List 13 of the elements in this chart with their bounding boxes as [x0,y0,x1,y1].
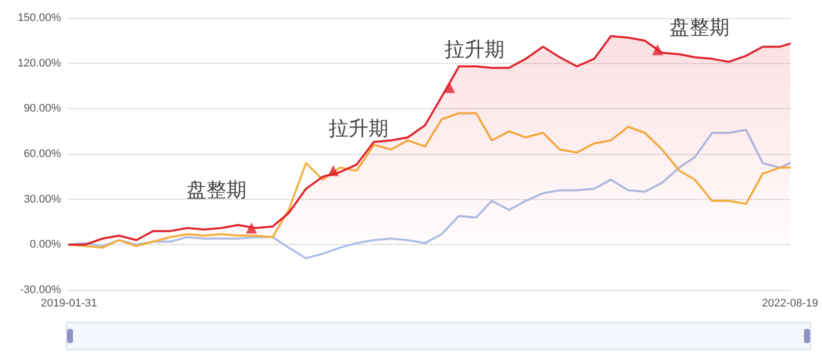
y-tick-label: 30.00% [24,193,62,206]
y-tick-label: 120.00% [18,57,62,70]
annotation: 盘整期 [186,178,246,202]
annotation: 盘整期 [670,15,730,40]
y-tick-label: 90.00% [24,102,62,115]
y-tick-label: 60.00% [24,148,62,160]
x-tick-label: 2019-01-31 [40,298,98,310]
x-tick-label: 2022-08-19 [762,298,818,310]
y-tick-label: -30.00% [20,284,62,296]
annotation: 拉升期 [328,116,388,140]
annotation: 拉升期 [444,37,505,62]
y-tick-label: 150.00% [18,12,62,24]
y-tick-label: 0.00% [30,238,62,251]
